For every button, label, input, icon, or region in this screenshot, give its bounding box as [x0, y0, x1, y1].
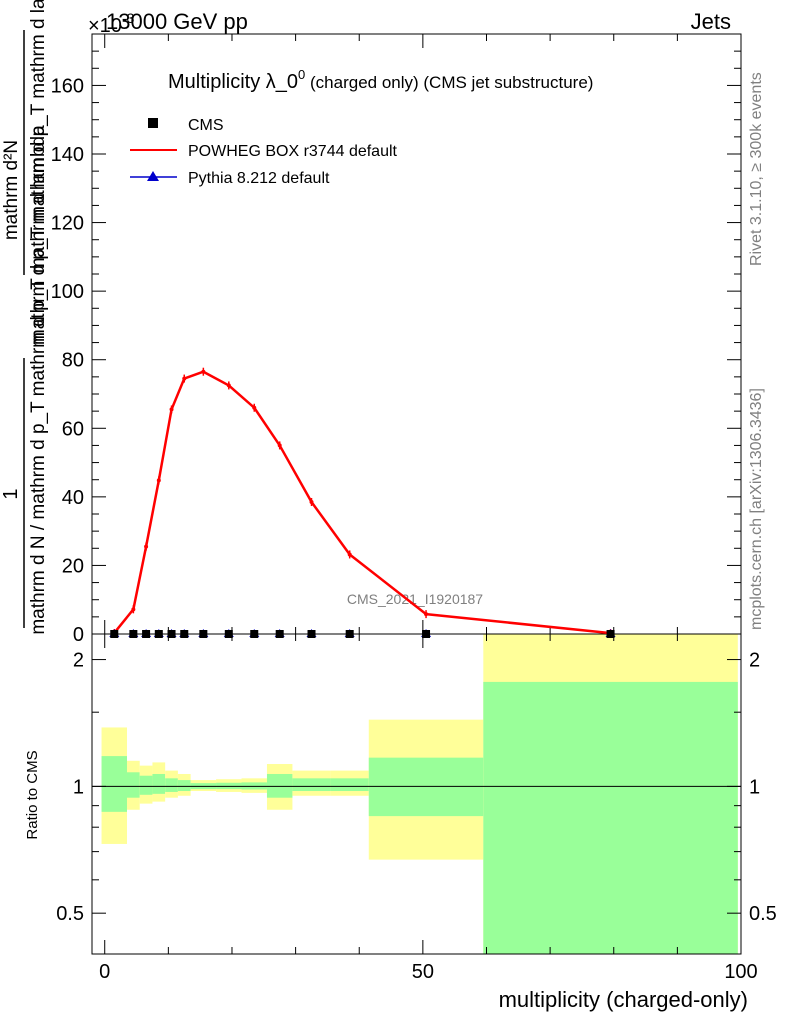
top-ytick-label: 40: [62, 487, 84, 509]
powheg-point: [169, 407, 174, 412]
ratio-frame: [91, 633, 742, 955]
ratio-band-green-4: [165, 778, 178, 792]
mcplots-label: mcplots.cern.ch [arXiv:1306.3436]: [748, 388, 765, 630]
top-ytick-label: 80: [62, 350, 84, 372]
chart-title: Multiplicity λ_00 (charged only) (CMS je…: [168, 67, 593, 93]
header-process-label: Jets: [691, 9, 731, 34]
powheg-point: [226, 383, 231, 388]
ratio-band-green-10: [292, 778, 331, 792]
ratio-ytick-label-right: 2: [749, 650, 760, 672]
powheg-point: [144, 544, 149, 549]
ratio-ytick-label-left: 1: [73, 776, 84, 798]
cms-point: [110, 630, 119, 638]
cms-point: [275, 630, 284, 638]
x-tick-label: 50: [412, 961, 434, 983]
x-tick-label: 0: [99, 961, 110, 983]
cms-point: [154, 630, 163, 638]
cms-point: [422, 630, 431, 638]
powheg-point: [201, 369, 206, 374]
ratio-band-green-2: [139, 775, 153, 795]
top-ytick-label: 20: [62, 555, 84, 577]
ratio-bands: [92, 634, 741, 954]
legend-pythia-label: Pythia 8.212 default: [188, 170, 330, 187]
powheg-point: [131, 607, 136, 612]
y-exponent-label: ×10-3: [88, 10, 135, 37]
ratio-ytick-label-left: 2: [73, 650, 84, 672]
series-layer: [109, 367, 616, 638]
ratio-band-green-5: [177, 780, 191, 792]
ratio-band-green-11: [330, 778, 369, 792]
powheg-point: [182, 376, 187, 381]
ratio-band-green-1: [126, 772, 140, 798]
ratio-band-green-9: [266, 773, 293, 798]
analysis-watermark: CMS_2021_I1920187: [347, 591, 483, 607]
top-ytick-label: 140: [51, 144, 84, 166]
ratio-band-green-3: [152, 773, 166, 794]
cms-point: [167, 630, 176, 638]
ratio-band-green-0: [101, 756, 127, 812]
top-ytick-label: 160: [51, 75, 84, 97]
powheg-line: [113, 370, 611, 635]
powheg-point: [309, 500, 314, 504]
x-tick-label: 100: [724, 961, 757, 983]
top-y-axis-label: 1 mathrm d N / mathrm d p_T mathrm d p_T…: [0, 0, 49, 635]
cms-point: [129, 630, 138, 638]
y-label-numerator: 1: [0, 488, 22, 499]
powheg-point: [424, 612, 429, 617]
cms-point: [250, 630, 259, 638]
top-ytick-label: 60: [62, 418, 84, 440]
top-ytick-label: 0: [73, 624, 84, 646]
rivet-version-label: Rivet 3.1.10, ≥ 300k events: [748, 72, 765, 266]
y-label-denominator: mathrm d N / mathrm d p_T mathrm d p_T m…: [28, 125, 49, 635]
ratio-ytick-label-right: 1: [749, 776, 760, 798]
legend-powheg-label: POWHEG BOX r3744 default: [188, 143, 398, 160]
cms-point: [142, 630, 151, 638]
legend: CMS POWHEG BOX r3744 default Pythia 8.21…: [130, 117, 398, 187]
cms-point: [345, 630, 354, 638]
y-label-factor-numerator: mathrm d²N: [1, 140, 22, 240]
legend-pythia-marker: [147, 171, 159, 181]
ratio-band-green-13: [483, 681, 738, 954]
powheg-point: [156, 478, 161, 483]
y-label-factor-denominator: mathrm d p_T mathrm d p_T mathrm d lambd…: [28, 0, 49, 345]
cms-point: [180, 630, 189, 638]
cms-point: [606, 630, 615, 638]
top-ytick-label: 100: [51, 281, 84, 303]
ratio-band-green-12: [368, 757, 484, 817]
ratio-ytick-label-left: 0.5: [56, 903, 84, 925]
powheg-point: [347, 552, 352, 557]
header-energy-label: 13000 GeV pp: [106, 9, 248, 34]
top-ytick-label: 120: [51, 213, 84, 235]
cms-point: [224, 630, 233, 638]
powheg-point: [277, 443, 282, 448]
cms-point: [307, 630, 316, 638]
ratio-y-label: Ratio to CMS: [24, 750, 41, 839]
powheg-point: [252, 405, 257, 410]
x-axis-label: multiplicity (charged-only): [499, 987, 748, 1012]
legend-cms-marker: [148, 118, 158, 128]
ratio-ytick-label-right: 0.5: [749, 903, 777, 925]
legend-cms-label: CMS: [188, 117, 224, 134]
cms-point: [199, 630, 208, 638]
